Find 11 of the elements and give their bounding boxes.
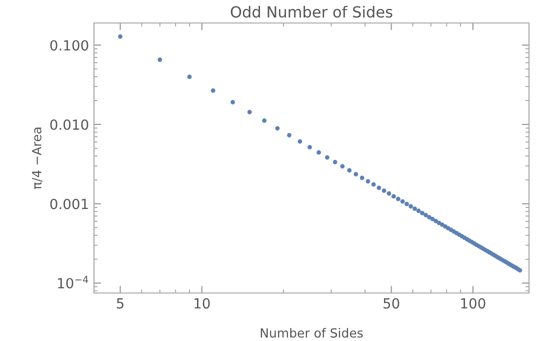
x-tick-label: 5 <box>116 298 124 309</box>
y-axis-title: π/4 −Area <box>32 128 42 189</box>
y-tick-label: 0.010 <box>50 119 88 130</box>
x-tick-label: 100 <box>461 298 486 309</box>
y-tick-label: 10$^{−4}$ <box>58 276 88 288</box>
x-tick-label: 50 <box>384 298 400 309</box>
chart-title: Odd Number of Sides <box>230 6 392 18</box>
y-tick-label: 0.100 <box>50 40 88 51</box>
x-axis-title: Number of Sides <box>260 328 363 338</box>
y-tick-label: 0.001 <box>50 198 88 210</box>
x-tick-label: 10 <box>194 298 210 309</box>
